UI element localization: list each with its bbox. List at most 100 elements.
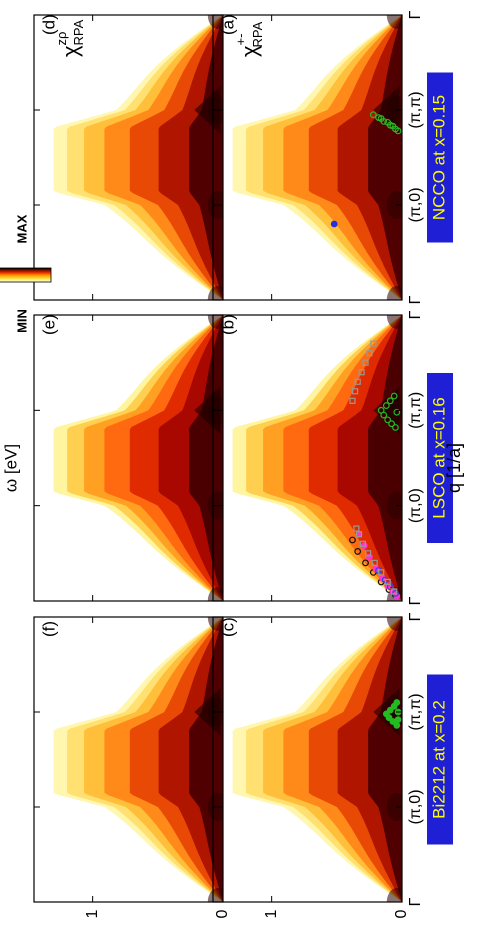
data-point [384, 578, 391, 586]
x-tick-label: Γ [407, 612, 424, 621]
data-point [330, 220, 338, 228]
heatmap-dark-spot [386, 191, 402, 219]
x-tick-label: (π,π) [407, 91, 424, 128]
data-point [394, 716, 402, 723]
material-label-box [427, 373, 453, 543]
data-point [349, 536, 356, 544]
y-tick-label: 1 [84, 909, 101, 918]
heatmap-band [368, 15, 402, 300]
data-point [377, 115, 385, 122]
heatmap-layer [53, 15, 402, 902]
data-point [358, 369, 365, 376]
panel-frame [33, 616, 224, 903]
heatmap-content [232, 617, 402, 902]
data-point [384, 416, 392, 424]
heatmap-dark-spot [373, 86, 400, 134]
x-tick-label: Γ [407, 310, 424, 319]
x-tick-label: (π,π) [407, 392, 424, 429]
y-tick-label: 0 [214, 909, 231, 918]
panel-label: (c) [218, 617, 237, 637]
heatmap-panel-6 [53, 617, 223, 902]
data-point [354, 548, 362, 555]
x-tick-label: (π,0) [407, 789, 424, 824]
heatmap-dark-spot [207, 587, 223, 601]
heatmap-dark-spot [207, 15, 223, 29]
data-point [370, 340, 377, 347]
data-point [382, 710, 390, 718]
text-layer: Γ (π,0) (π,π) Γ (a)χ+- RPA Γ (π,0) (π,π) Γ (b) Γ (π,… [0, 10, 464, 918]
data-point [384, 118, 392, 126]
panel-frame [212, 14, 403, 301]
x-tick-label: (π,π) [407, 693, 424, 730]
chi-subscript: RPA [250, 21, 265, 47]
heatmap-content [53, 315, 223, 601]
heatmap-dark-spot [386, 286, 402, 300]
data-point [386, 706, 394, 714]
data-point [394, 127, 402, 135]
data-point [393, 408, 401, 416]
data-point [371, 559, 378, 566]
panel-label: (a) [218, 14, 237, 35]
colorbar [0, 267, 52, 283]
heatmap-dark-spot [386, 15, 402, 29]
panel-frame [33, 14, 224, 301]
y-axis-label: ω [eV] [1, 444, 20, 492]
heatmap-panel-1 [232, 15, 402, 300]
data-point [388, 420, 395, 428]
heatmap-dark-spot [194, 688, 221, 736]
heatmap-content [232, 15, 402, 300]
heatmap-panel-4 [53, 15, 223, 300]
panel-label: (f) [39, 621, 58, 637]
panel-label: (b) [218, 314, 237, 335]
data-point [392, 424, 399, 431]
chi-symbol: χ [237, 45, 262, 57]
heatmap-dark-spot [194, 86, 221, 134]
heatmap-panel-3 [232, 617, 402, 902]
chi-superscript: zρ [54, 32, 69, 46]
x-tick-label: Γ [407, 596, 424, 605]
heatmap-dark-spot [386, 888, 402, 902]
x-axis-label: q [1/a] [444, 443, 464, 493]
data-point [378, 569, 385, 576]
material-label-box [427, 674, 453, 845]
material-label-box [427, 72, 453, 243]
data-point [377, 406, 385, 414]
heatmap-dark-spot [386, 793, 402, 821]
data-point [349, 397, 356, 404]
chi-symbol: χ [58, 45, 83, 57]
x-tick-label: (π,0) [407, 187, 424, 222]
x-tick-label: Γ [407, 10, 424, 19]
heatmap-content [232, 315, 402, 601]
data-point [365, 550, 372, 557]
data-point [354, 378, 361, 385]
data-point [386, 397, 394, 405]
panel-label: (d) [39, 14, 58, 35]
x-tick-label: Γ [407, 897, 424, 906]
data-point [366, 553, 373, 561]
data-point [355, 531, 363, 538]
data-point [390, 392, 398, 400]
heatmap-dark-spot [207, 315, 223, 329]
data-point [353, 525, 360, 532]
axes-layer [33, 14, 403, 903]
heatmap-band [368, 315, 402, 601]
heatmap-band [189, 617, 223, 902]
data-point [351, 388, 359, 395]
material-label: LSCO at x=0.16 [429, 397, 448, 518]
x-tick-label: (π,0) [407, 488, 424, 523]
chi-annotation: χ+- RPA [233, 21, 265, 57]
panel-frame [212, 314, 403, 602]
chi-annotation: χzρ RPA [54, 19, 86, 57]
panel-label: (e) [39, 314, 58, 335]
data-point [366, 350, 373, 357]
heatmap-panel-2 [232, 315, 402, 601]
y-tick-label: 1 [263, 909, 280, 918]
data-point [389, 122, 397, 130]
chi-subscript: RPA [71, 19, 86, 45]
material-label: Bi2212 at x=0.2 [429, 700, 448, 819]
data-point [393, 699, 401, 706]
data-point [359, 540, 366, 547]
x-tick-label: Γ [407, 295, 424, 304]
